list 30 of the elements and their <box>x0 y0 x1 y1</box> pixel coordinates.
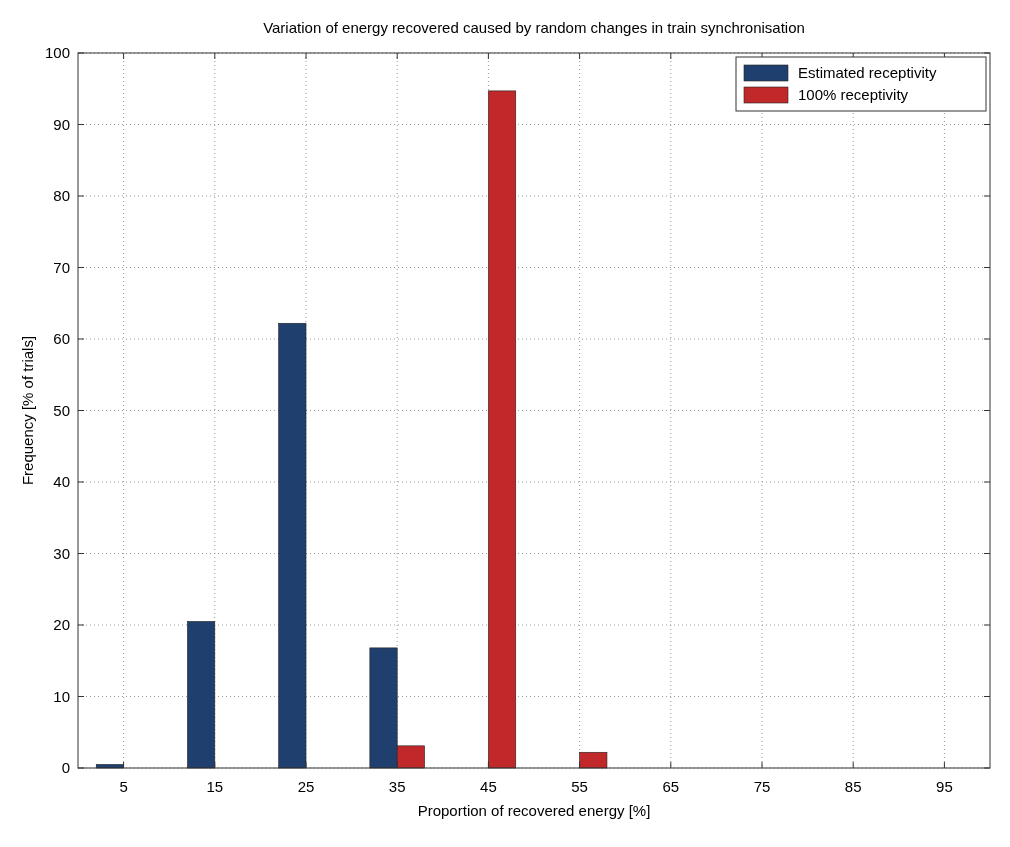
x-axis-title: Proportion of recovered energy [%] <box>417 802 651 819</box>
bar <box>187 621 216 769</box>
x-tick-label: 55 <box>571 778 588 795</box>
x-tick-label: 75 <box>753 778 771 795</box>
legend-label: 100% receptivity <box>798 86 909 103</box>
y-tick-label: 10 <box>53 687 70 705</box>
bar <box>579 751 608 769</box>
y-tick-label: 70 <box>53 258 70 276</box>
y-tick-label: 60 <box>53 330 70 348</box>
y-tick-label: 40 <box>53 473 70 491</box>
y-tick-label: 20 <box>53 616 70 634</box>
x-tick-label: 95 <box>936 778 953 795</box>
y-tick-label: 50 <box>53 401 70 419</box>
bar <box>278 322 307 769</box>
x-tick-label: 15 <box>206 778 224 795</box>
x-tick-label: 5 <box>119 778 128 795</box>
y-tick-label: 100 <box>44 44 70 62</box>
y-tick-label: 0 <box>61 759 70 777</box>
bar <box>488 90 517 769</box>
x-tick-label: 45 <box>480 778 497 795</box>
y-tick-label: 90 <box>53 115 70 133</box>
x-tick-label: 65 <box>662 778 680 795</box>
x-tick-label: 35 <box>388 778 406 795</box>
chart-title: Variation of energy recovered caused by random changes in train synchronisation <box>263 19 805 36</box>
y-tick-label: 80 <box>53 187 70 205</box>
y-tick-label: 30 <box>53 544 70 562</box>
x-tick-label: 25 <box>297 778 315 795</box>
legend-label: Estimated receptivity <box>798 64 937 81</box>
y-axis-title: Frequency [% of trials] <box>19 335 36 486</box>
x-tick-label: 85 <box>844 778 862 795</box>
